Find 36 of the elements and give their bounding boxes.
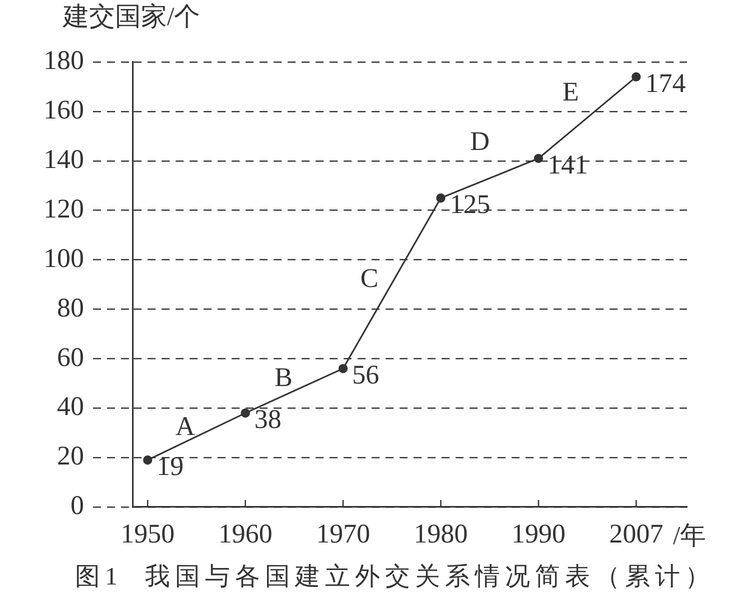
point (534, 154, 544, 164)
x-tick-label: 1970 (316, 518, 370, 548)
point (338, 364, 348, 374)
data-label: 141 (547, 150, 588, 180)
data-label: 56 (352, 360, 380, 390)
x-tick-label: 1980 (414, 518, 468, 548)
point (143, 455, 152, 465)
x-tick-label: 1990 (511, 518, 566, 548)
annotation: E (562, 76, 579, 107)
annotation: D (470, 126, 490, 156)
point (632, 72, 641, 82)
point (436, 193, 446, 203)
x-tick-label: 1960 (218, 518, 272, 548)
annotation: A (175, 411, 196, 442)
y-tick-label: 120 (44, 193, 84, 224)
x-tick-label: 2007 (609, 518, 664, 548)
data-label: 19 (156, 451, 184, 482)
y-tick-label: 0 (70, 490, 84, 520)
y-tick-label: 140 (44, 144, 84, 174)
y-tick-label: 40 (57, 391, 84, 422)
data-label: 174 (645, 68, 686, 98)
data-label: 125 (450, 189, 490, 220)
y-axis-title: 建交国家/个 (62, 2, 200, 31)
point (240, 408, 250, 418)
x-axis-title: /年 (673, 520, 706, 550)
y-tick-label: 20 (57, 440, 84, 471)
annotation: C (360, 262, 378, 293)
annotation: B (274, 362, 292, 392)
y-tick-label: 100 (44, 242, 84, 273)
y-tick-label: 160 (44, 94, 84, 125)
x-tick-label: 1950 (120, 518, 175, 548)
text: 图1 我国与各国建立外交关系情况简表（累计） (75, 562, 715, 591)
y-tick-label: 80 (57, 292, 84, 322)
data-label: 38 (254, 404, 282, 434)
y-tick-label: 180 (44, 45, 84, 76)
y-tick-label: 60 (57, 342, 84, 372)
